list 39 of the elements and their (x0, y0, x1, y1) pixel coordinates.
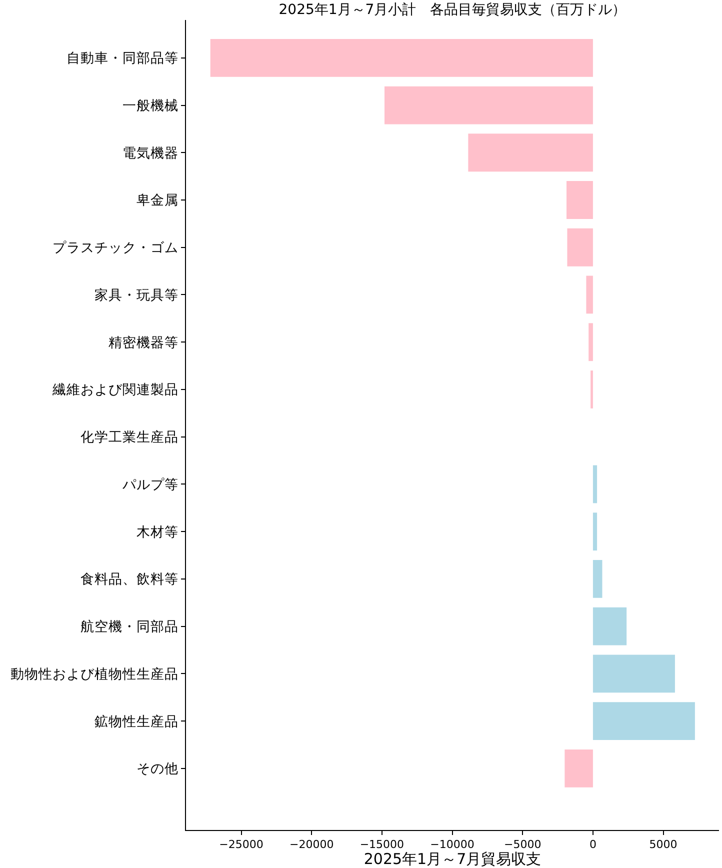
y-tick-label: パルプ等 (121, 476, 178, 493)
bar (468, 134, 593, 172)
y-tick-label: 化学工業生産品 (80, 430, 178, 446)
y-tick-label: 精密機器等 (108, 334, 178, 351)
bar (592, 702, 695, 740)
bar (384, 86, 593, 124)
x-tick-label: 5000 (649, 838, 678, 852)
x-tick-label: −5000 (504, 838, 542, 852)
bar (592, 607, 627, 646)
y-tick-label: 繊維および関連製品 (51, 382, 178, 398)
y-tick-label: 動物性および植物性生産品 (10, 666, 178, 682)
bar (592, 465, 598, 504)
chart-title: 2025年1月～7月小計 各品目毎貿易収支（百万ドル） (278, 2, 626, 18)
y-tick-label: その他 (136, 761, 178, 778)
bar (567, 228, 593, 266)
y-tick-label: 自動車・同部品等 (66, 50, 178, 67)
bar (566, 181, 593, 219)
x-tick-label: −25000 (219, 838, 264, 852)
bar (592, 560, 602, 598)
y-tick-label: 卑金属 (136, 192, 178, 209)
x-tick-label: −15000 (360, 838, 404, 852)
y-tick-label: 電気機器 (122, 145, 178, 162)
x-tick-label: −20000 (290, 838, 334, 852)
y-tick-label: 一般機械 (122, 98, 178, 114)
y-tick-label: 木材等 (136, 524, 178, 540)
y-tick-label: 鉱物性生産品 (94, 714, 178, 730)
x-tick-label: −10000 (430, 838, 474, 852)
y-tick-label: プラスチック・ゴム (52, 240, 178, 256)
bar (210, 38, 593, 77)
x-axis-title: 2025年1月～7月貿易収支 (364, 850, 542, 868)
bar (586, 276, 593, 314)
bar (592, 512, 598, 551)
x-tick-label: 0 (589, 838, 596, 852)
bar (564, 749, 593, 788)
bar (588, 323, 593, 362)
y-tick-label: 食料品、飲料等 (80, 572, 178, 588)
bar (592, 654, 675, 693)
y-tick-label: 家具・玩具等 (94, 287, 178, 304)
y-tick-label: 航空機・同部品 (80, 619, 178, 636)
